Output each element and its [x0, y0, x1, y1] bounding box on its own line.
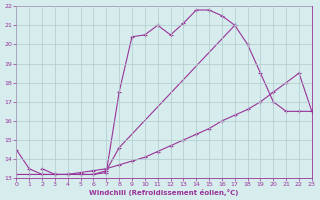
- X-axis label: Windchill (Refroidissement éolien,°C): Windchill (Refroidissement éolien,°C): [89, 189, 239, 196]
